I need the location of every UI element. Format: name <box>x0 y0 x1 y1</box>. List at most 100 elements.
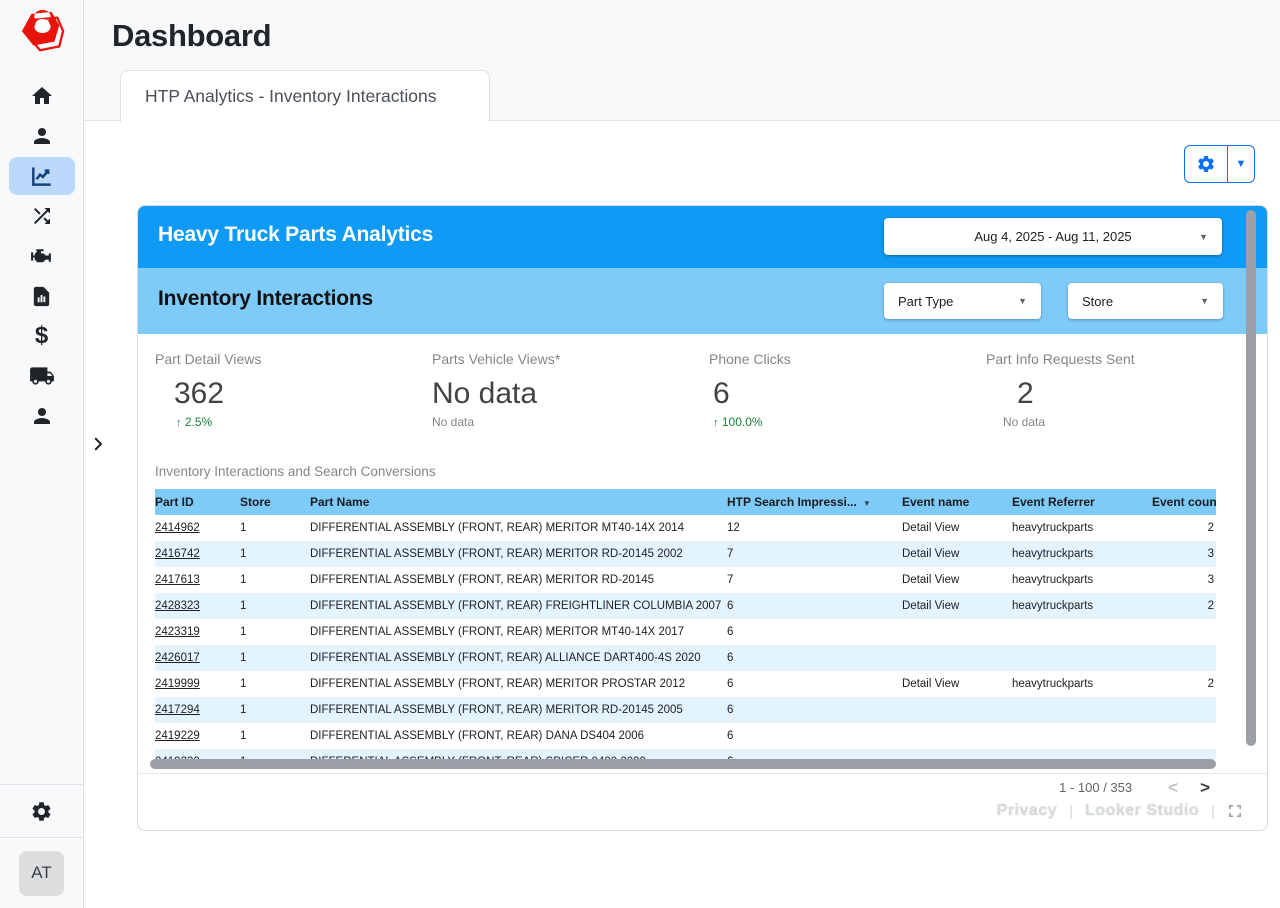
part-id-link[interactable]: 2416742 <box>155 548 200 560</box>
impressions-cell: 6 <box>727 730 734 742</box>
column-header-part-name[interactable]: Part Name <box>310 495 370 509</box>
chevron-down-icon: ▼ <box>1199 231 1208 242</box>
date-range-picker[interactable]: Aug 4, 2025 - Aug 11, 2025 ▼ <box>884 218 1222 255</box>
table-row: 2419999 1 DIFFERENTIAL ASSEMBLY (FRONT, … <box>155 671 1216 697</box>
horizontal-scrollbar-thumb[interactable] <box>150 759 1216 769</box>
date-range-value: Aug 4, 2025 - Aug 11, 2025 <box>974 229 1132 244</box>
column-header-part-id[interactable]: Part ID <box>155 495 194 509</box>
part-name-cell: DIFFERENTIAL ASSEMBLY (FRONT, REAR) DANA… <box>310 730 645 742</box>
pagination-next-button[interactable]: > <box>1200 777 1210 797</box>
store-cell: 1 <box>240 756 310 759</box>
sidebar-item-sales[interactable]: $ <box>9 317 75 355</box>
scorecard-value: 362 <box>174 377 225 410</box>
sort-desc-icon: ▼ <box>862 499 871 508</box>
column-header-store[interactable]: Store <box>240 495 271 509</box>
arrow-up-icon: ↑ <box>176 417 182 429</box>
part-id-link[interactable]: 2414962 <box>155 522 200 534</box>
avatar-area: AT <box>0 838 83 908</box>
part-id-link[interactable]: 2419229 <box>155 730 200 742</box>
part-id-link[interactable]: 2428323 <box>155 600 200 612</box>
table-row: 2417613 1 DIFFERENTIAL ASSEMBLY (FRONT, … <box>155 567 1216 593</box>
sidebar-item-users[interactable] <box>9 117 75 155</box>
scorecard-part-detail-views: Part Detail Views 362 ↑ 2.5% <box>138 351 415 429</box>
column-header-event-count[interactable]: Event count <box>1152 495 1216 509</box>
table-row: 2414962 1 DIFFERENTIAL ASSEMBLY (FRONT, … <box>155 515 1216 541</box>
sidebar-item-home[interactable] <box>9 77 75 115</box>
tab-htp-analytics[interactable]: HTP Analytics - Inventory Interactions <box>120 70 490 123</box>
column-header-htp-search-impressions[interactable]: HTP Search Impressi... ▼ <box>727 495 871 509</box>
dashboard-settings-dropdown-button[interactable]: ▼ <box>1228 145 1255 183</box>
store-cell: 1 <box>240 678 247 690</box>
divider: | <box>1069 802 1074 820</box>
event-referrer-cell: heavytruckparts <box>1012 600 1094 612</box>
pagination-range: 1 - 100 / 353 <box>1059 780 1133 795</box>
sidebar-item-customers[interactable] <box>9 397 75 435</box>
table-row: 2417294 1 DIFFERENTIAL ASSEMBLY (FRONT, … <box>155 697 1216 723</box>
event-referrer-cell: heavytruckparts <box>1012 678 1094 690</box>
table-body: 2414962 1 DIFFERENTIAL ASSEMBLY (FRONT, … <box>155 515 1216 759</box>
sidebar-item-reports[interactable] <box>9 277 75 315</box>
part-name-cell: DIFFERENTIAL ASSEMBLY (FRONT, REAR) MERI… <box>310 522 685 534</box>
part-name-cell: DIFFERENTIAL ASSEMBLY (FRONT, REAR) ALLI… <box>310 652 701 664</box>
table-title: Inventory Interactions and Search Conver… <box>155 464 436 479</box>
event-name-cell: Detail View <box>902 600 960 612</box>
part-id-link[interactable]: 2417613 <box>155 574 200 586</box>
scorecard-delta: No data <box>1003 415 1046 429</box>
event-referrer-cell: heavytruckparts <box>1012 522 1094 534</box>
scorecard-row: Part Detail Views 362 ↑ 2.5% Parts Vehic… <box>138 351 1246 429</box>
avatar[interactable]: AT <box>19 850 64 896</box>
part-id-link[interactable]: 2419230 <box>155 756 200 759</box>
pagination-prev-button[interactable]: < <box>1168 777 1179 797</box>
event-referrer-cell: heavytruckparts <box>1012 574 1094 586</box>
event-referrer-cell: heavytruckparts <box>1012 548 1094 560</box>
event-name-cell: Detail View <box>902 678 960 690</box>
scorecard-value: No data <box>432 377 538 410</box>
customer-icon <box>33 408 50 424</box>
app-logo[interactable] <box>18 8 66 58</box>
sidebar-item-analytics[interactable] <box>8 157 75 195</box>
table-row: 2428323 1 DIFFERENTIAL ASSEMBLY (FRONT, … <box>155 593 1216 619</box>
sidebar-item-shipping[interactable] <box>9 357 75 395</box>
part-type-filter[interactable]: Part Type ▼ <box>884 283 1041 319</box>
pagination-bar: 1 - 100 / 353 < > <box>138 773 1267 801</box>
scorecard-value: 2 <box>1017 377 1034 410</box>
avatar-initials: AT <box>31 863 52 882</box>
sidebar: $ AT <box>0 0 84 908</box>
impressions-cell: 6 <box>727 652 734 664</box>
store-filter[interactable]: Store ▼ <box>1068 283 1223 319</box>
fullscreen-button[interactable] <box>1227 803 1243 819</box>
part-id-link[interactable]: 2426017 <box>155 652 200 664</box>
gear-icon <box>1198 155 1214 172</box>
part-id-link[interactable]: 2417294 <box>155 704 200 716</box>
event-count-cell: 2 <box>1207 522 1214 534</box>
sidebar-item-settings[interactable] <box>0 785 83 837</box>
sidebar-expand-button[interactable] <box>88 432 108 456</box>
looker-studio-link[interactable]: Looker Studio <box>1085 802 1200 819</box>
scorecard-delta: No data <box>432 415 475 429</box>
sidebar-item-engine-parts[interactable] <box>9 237 75 275</box>
divider <box>0 784 83 785</box>
column-header-event-name[interactable]: Event name <box>902 495 970 509</box>
impressions-cell: 7 <box>727 548 734 560</box>
home-icon <box>31 87 52 104</box>
dashboard-settings-button[interactable] <box>1184 145 1228 183</box>
store-cell: 1 <box>240 652 247 664</box>
store-cell: 1 <box>240 522 247 534</box>
privacy-link[interactable]: Privacy <box>996 802 1058 819</box>
vertical-scrollbar-thumb[interactable] <box>1246 210 1256 746</box>
part-name-cell: DIFFERENTIAL ASSEMBLY (FRONT, REAR) MERI… <box>310 704 683 716</box>
report-subheader-band: Inventory Interactions Part Type ▼ Store… <box>138 268 1267 334</box>
part-name-cell: DIFFERENTIAL ASSEMBLY (FRONT, REAR) MERI… <box>310 678 686 690</box>
chevron-right-icon <box>94 437 102 451</box>
part-id-link[interactable]: 2419999 <box>155 678 200 690</box>
tab-label: HTP Analytics - Inventory Interactions <box>145 86 437 106</box>
sidebar-item-cross-reference[interactable] <box>9 197 75 235</box>
table-row: 2416742 1 DIFFERENTIAL ASSEMBLY (FRONT, … <box>155 541 1216 567</box>
gear-icon <box>32 801 51 821</box>
part-name-cell: DIFFERENTIAL ASSEMBLY (FRONT, REAR) MERI… <box>310 574 655 586</box>
store-cell: 1 <box>240 626 247 638</box>
report-header-band: Heavy Truck Parts Analytics Aug 4, 2025 … <box>138 206 1267 268</box>
sidebar-footer: AT <box>0 784 83 908</box>
column-header-event-referrer[interactable]: Event Referrer <box>1012 495 1095 509</box>
part-id-link[interactable]: 2423319 <box>155 626 200 638</box>
